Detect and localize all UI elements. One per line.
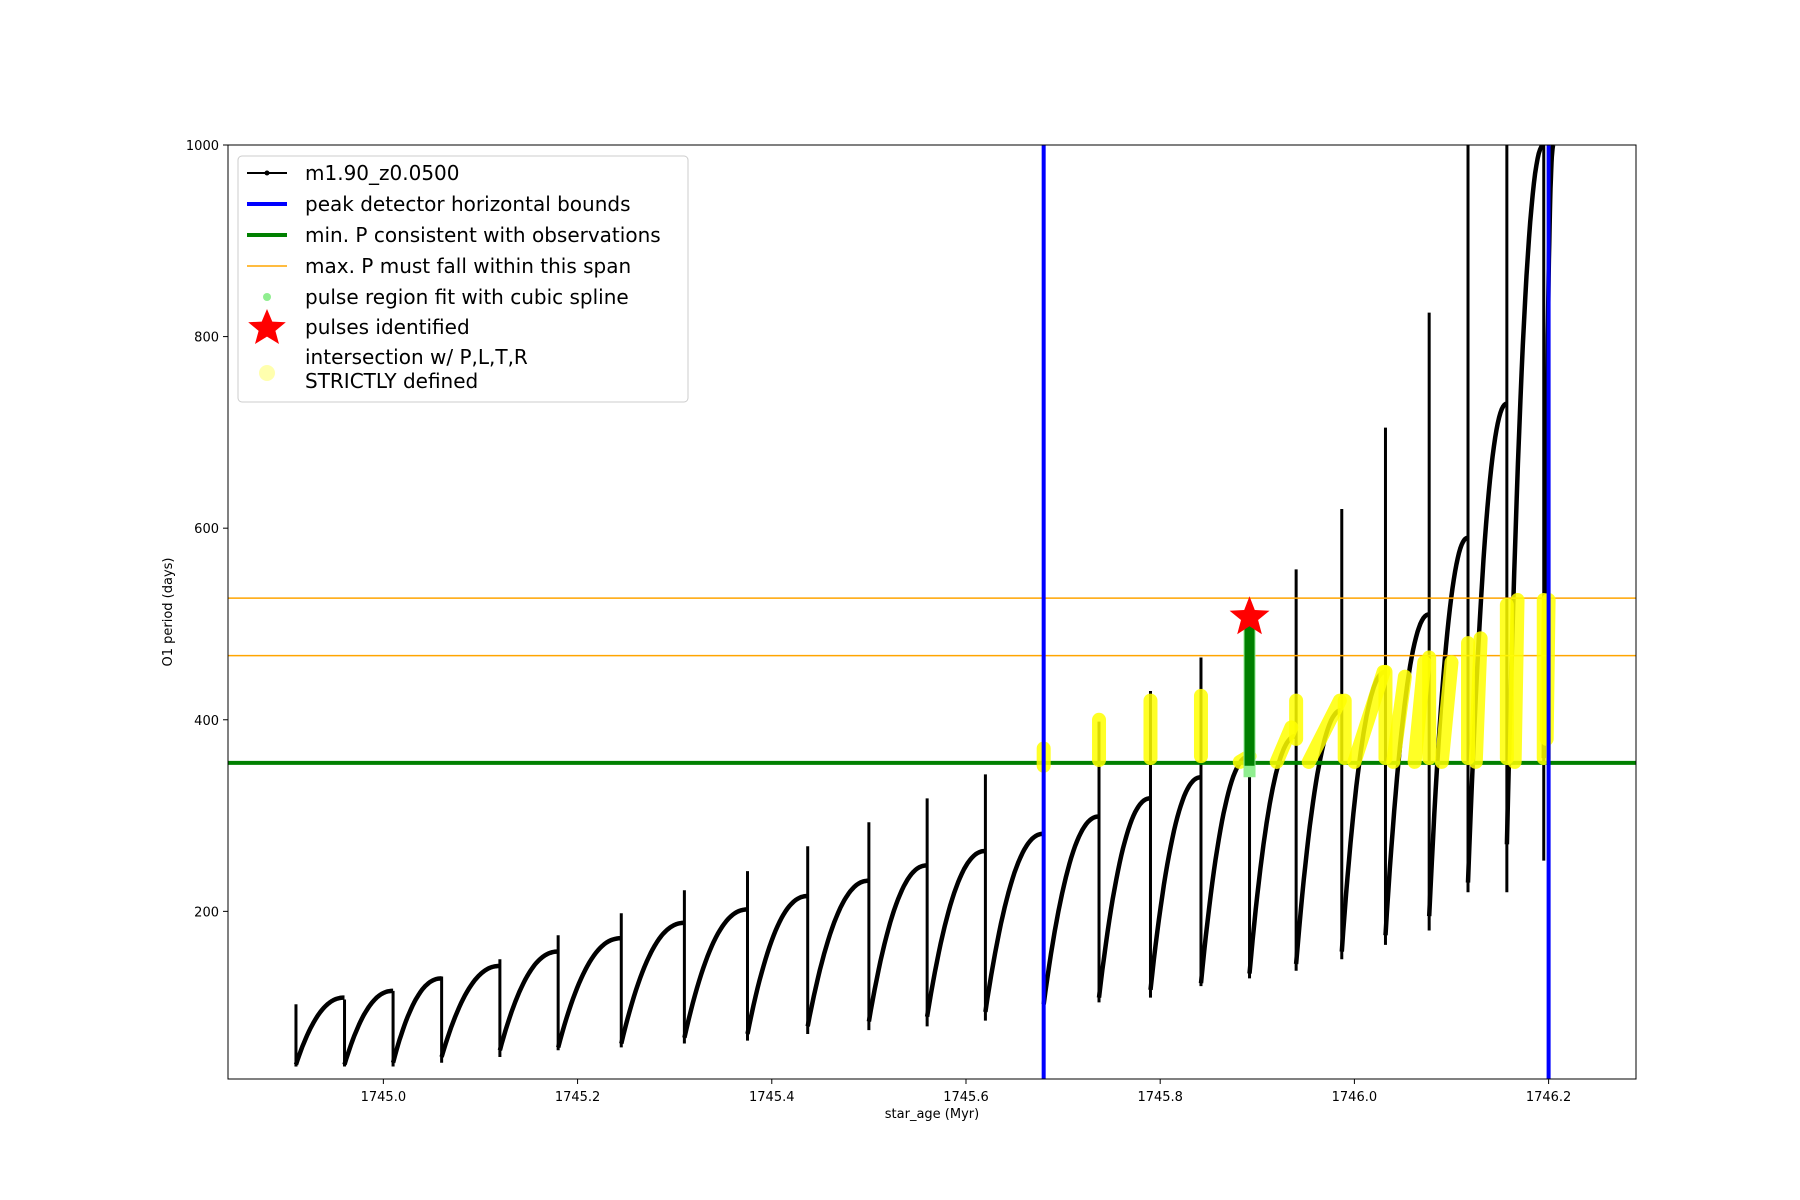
legend-label-series: m1.90_z0.0500 (305, 161, 460, 185)
series-cycle (556, 935, 622, 1048)
intersection-segment (1468, 631, 1488, 769)
series-cycle (983, 831, 1044, 1013)
plot-frame (227, 144, 1637, 1080)
legend-label-blue: peak detector horizontal bounds (305, 192, 631, 216)
series-cycle (497, 949, 559, 1051)
y-axis-label: O1 period (days) (161, 557, 176, 666)
series-cycle (342, 988, 394, 1066)
intersection-segment (1434, 655, 1459, 769)
legend-handle-spline (263, 293, 271, 301)
series-cycle (293, 995, 346, 1066)
x-axis-label: star_age (Myr) (885, 1107, 979, 1122)
legend-label-star: pulses identified (305, 315, 470, 339)
legend: m1.90_z0.0500 peak detector horizontal b… (237, 155, 689, 403)
legend-label-orange: max. P must fall within this span (305, 254, 631, 278)
legend-box (237, 155, 689, 403)
y-tick-label: 600 (194, 522, 219, 537)
intersection-segment (1507, 593, 1525, 769)
x-tick-label: 1745.4 (749, 1090, 795, 1105)
legend-handle-series-marker (264, 170, 270, 176)
x-tick-label: 1745.8 (1137, 1090, 1183, 1105)
vertical-bound-lines (1041, 145, 1551, 1079)
series-cycle (866, 863, 928, 1022)
legend-handle-intersection (259, 365, 275, 381)
intersection-segment (1386, 669, 1412, 769)
y-tick-label: 400 (194, 714, 219, 729)
plot-area (228, 145, 1636, 1079)
legend-label-spline: pulse region fit with cubic spline (305, 285, 629, 309)
series-cycle (1096, 796, 1152, 998)
series-cycle (439, 963, 501, 1058)
legend-label-intersection: intersection w/ P,L,T,R (305, 345, 528, 369)
series-cycle (619, 920, 685, 1045)
series-cycle (1041, 814, 1100, 1005)
series-cycle (1148, 774, 1202, 991)
legend-label-intersection-line2: STRICTLY defined (305, 369, 478, 393)
series-cycle (805, 878, 870, 1027)
x-tick-label: 1746.2 (1526, 1090, 1572, 1105)
legend-label-green: min. P consistent with observations (305, 223, 661, 247)
x-axis-ticks: 1745.0 1745.2 1745.4 1745.6 1745.8 1746.0 1746… (361, 1079, 1572, 1105)
pulse-identified-layer (1229, 596, 1270, 635)
series-cycle (682, 907, 748, 1039)
x-tick-label: 1746.0 (1332, 1090, 1378, 1105)
legend-handle-star (248, 309, 286, 344)
y-tick-label: 200 (194, 905, 219, 920)
x-tick-label: 1745.0 (361, 1090, 407, 1105)
intersection-segment (1301, 693, 1347, 769)
series-cycle (390, 976, 443, 1064)
intersection-segment (1269, 720, 1299, 769)
x-tick-label: 1745.6 (943, 1090, 989, 1105)
series-cycle (924, 848, 986, 1018)
y-tick-label: 800 (194, 331, 219, 346)
y-axis-ticks: 200 400 600 800 1000 (186, 139, 228, 920)
x-tick-label: 1745.2 (555, 1090, 601, 1105)
y-tick-label: 1000 (186, 139, 219, 154)
series-cycle (745, 893, 808, 1035)
series-cycle (1426, 535, 1469, 917)
horizontal-reference-lines (228, 597, 1636, 765)
pulse-identified-star (1229, 596, 1270, 635)
